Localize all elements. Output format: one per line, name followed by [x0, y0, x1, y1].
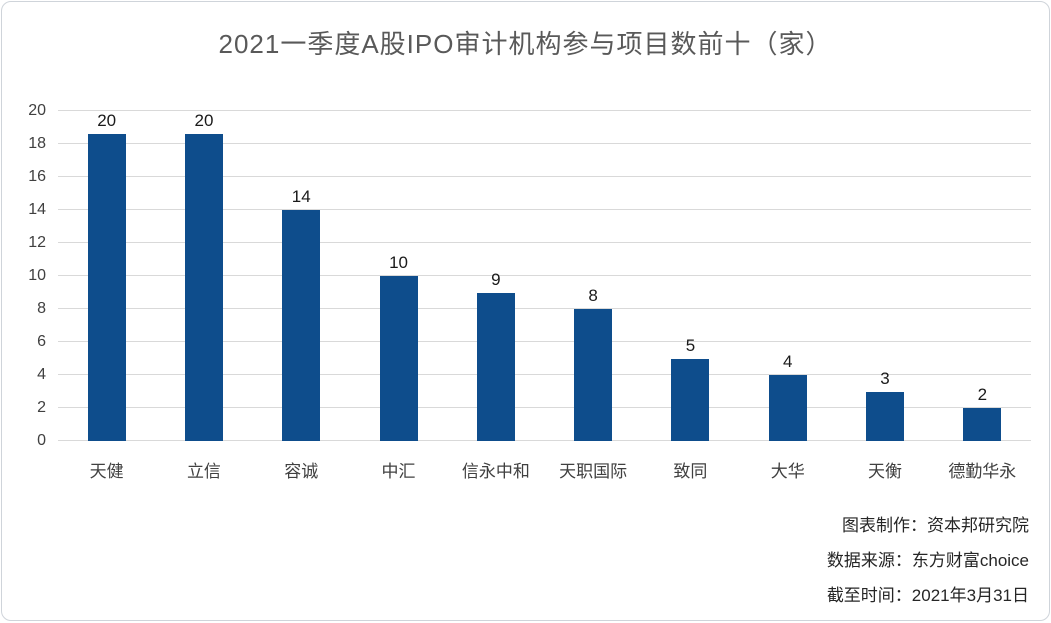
bar-value-label: 3	[880, 368, 890, 388]
bar-value-label: 2	[977, 385, 988, 404]
bar-column: 14	[253, 111, 350, 441]
y-tick-label: 2	[37, 399, 46, 416]
x-category-label: 容诚	[284, 462, 319, 481]
bar-value-label: 9	[491, 269, 501, 289]
x-category-label: 天健	[89, 462, 124, 481]
y-axis: 0 2 4 6 8 10 12 14 16 18 20	[12, 102, 58, 449]
gridline	[58, 308, 1031, 309]
bar	[184, 134, 223, 441]
footer-note-source-maker: 图表制作：资本邦研究院	[842, 516, 1029, 535]
footer-note-cutoff-date: 截至时间：2021年3月31日	[826, 586, 1029, 605]
bar-column: 4	[739, 111, 836, 441]
bar-column: 20	[155, 111, 252, 441]
y-tick-label: 0	[37, 432, 46, 449]
gridline	[58, 176, 1031, 177]
bar-column: 5	[642, 111, 739, 441]
x-category-label: 德勤华永	[948, 462, 1017, 481]
bar	[963, 408, 1002, 441]
bar-value-label: 4	[782, 352, 793, 371]
bar-value-label: 20	[194, 111, 214, 130]
bar-column: 9	[447, 111, 544, 441]
chart-area: 0 2 4 6 8 10 12 14 16 18 20 20 20 14 10 9 8 5 4 3 2 天健 立信 容诚 中…	[2, 102, 1049, 482]
y-tick-label: 18	[28, 135, 46, 152]
bar	[671, 358, 710, 441]
gridline	[58, 275, 1031, 276]
y-tick-label: 20	[28, 102, 46, 119]
bar-value-label: 14	[291, 187, 311, 206]
bar	[476, 292, 515, 441]
bar	[379, 276, 418, 441]
bar-value-label: 10	[389, 253, 408, 272]
bars-container: 20 20 14 10 9 8 5 4 3 2	[58, 111, 1031, 441]
y-tick-label: 6	[37, 333, 46, 350]
bar-column: 10	[350, 111, 447, 441]
gridline	[58, 209, 1031, 210]
gridline	[58, 242, 1031, 243]
x-category-label: 天衡	[868, 462, 903, 481]
y-tick-label: 10	[28, 267, 46, 284]
bar-column: 2	[934, 111, 1031, 441]
chart-title: 2021一季度A股IPO审计机构参与项目数前十（家）	[218, 29, 833, 59]
y-tick-label: 4	[37, 366, 46, 383]
x-category-label: 中汇	[381, 462, 416, 481]
bar-column: 3	[836, 111, 933, 441]
bar-value-label: 20	[97, 111, 117, 130]
x-category-label: 信永中和	[461, 462, 530, 481]
bar	[866, 391, 905, 441]
bar-value-label: 5	[685, 335, 696, 355]
gridline	[58, 110, 1031, 111]
bar-column: 20	[58, 111, 155, 441]
bar	[768, 375, 807, 441]
gridline	[58, 407, 1031, 408]
gridline	[58, 374, 1031, 375]
y-tick-label: 16	[28, 168, 46, 185]
footer-note-data-source: 数据来源：东方财富choice	[826, 551, 1029, 570]
y-tick-label: 8	[37, 300, 46, 317]
gridline	[58, 341, 1031, 342]
plot-area: 20 20 14 10 9 8 5 4 3 2	[58, 110, 1031, 441]
x-axis-labels: 天健 立信 容诚 中汇 信永中和 天职国际 致同 大华 天衡 德勤华永	[58, 457, 1031, 482]
y-tick-label: 14	[28, 201, 46, 218]
gridline	[58, 143, 1031, 144]
gridline	[58, 440, 1031, 441]
bar	[282, 210, 321, 441]
bar-column: 8	[544, 111, 641, 441]
x-category-label: 立信	[186, 462, 221, 481]
x-category-label: 天职国际	[559, 462, 628, 481]
bar	[87, 134, 126, 441]
x-category-label: 大华	[770, 462, 805, 481]
bar	[574, 309, 613, 441]
footer-notes: 图表制作：资本邦研究院 数据来源：东方财富choice 截至时间：2021年3月…	[2, 508, 1049, 613]
y-tick-label: 12	[28, 234, 46, 251]
x-category-label: 致同	[673, 462, 708, 481]
bar-value-label: 8	[588, 286, 598, 305]
plot-main: 20 20 14 10 9 8 5 4 3 2 天健 立信 容诚 中汇 信永中和 天职国际 致同 大华 天衡 德勤华…	[58, 110, 1031, 482]
